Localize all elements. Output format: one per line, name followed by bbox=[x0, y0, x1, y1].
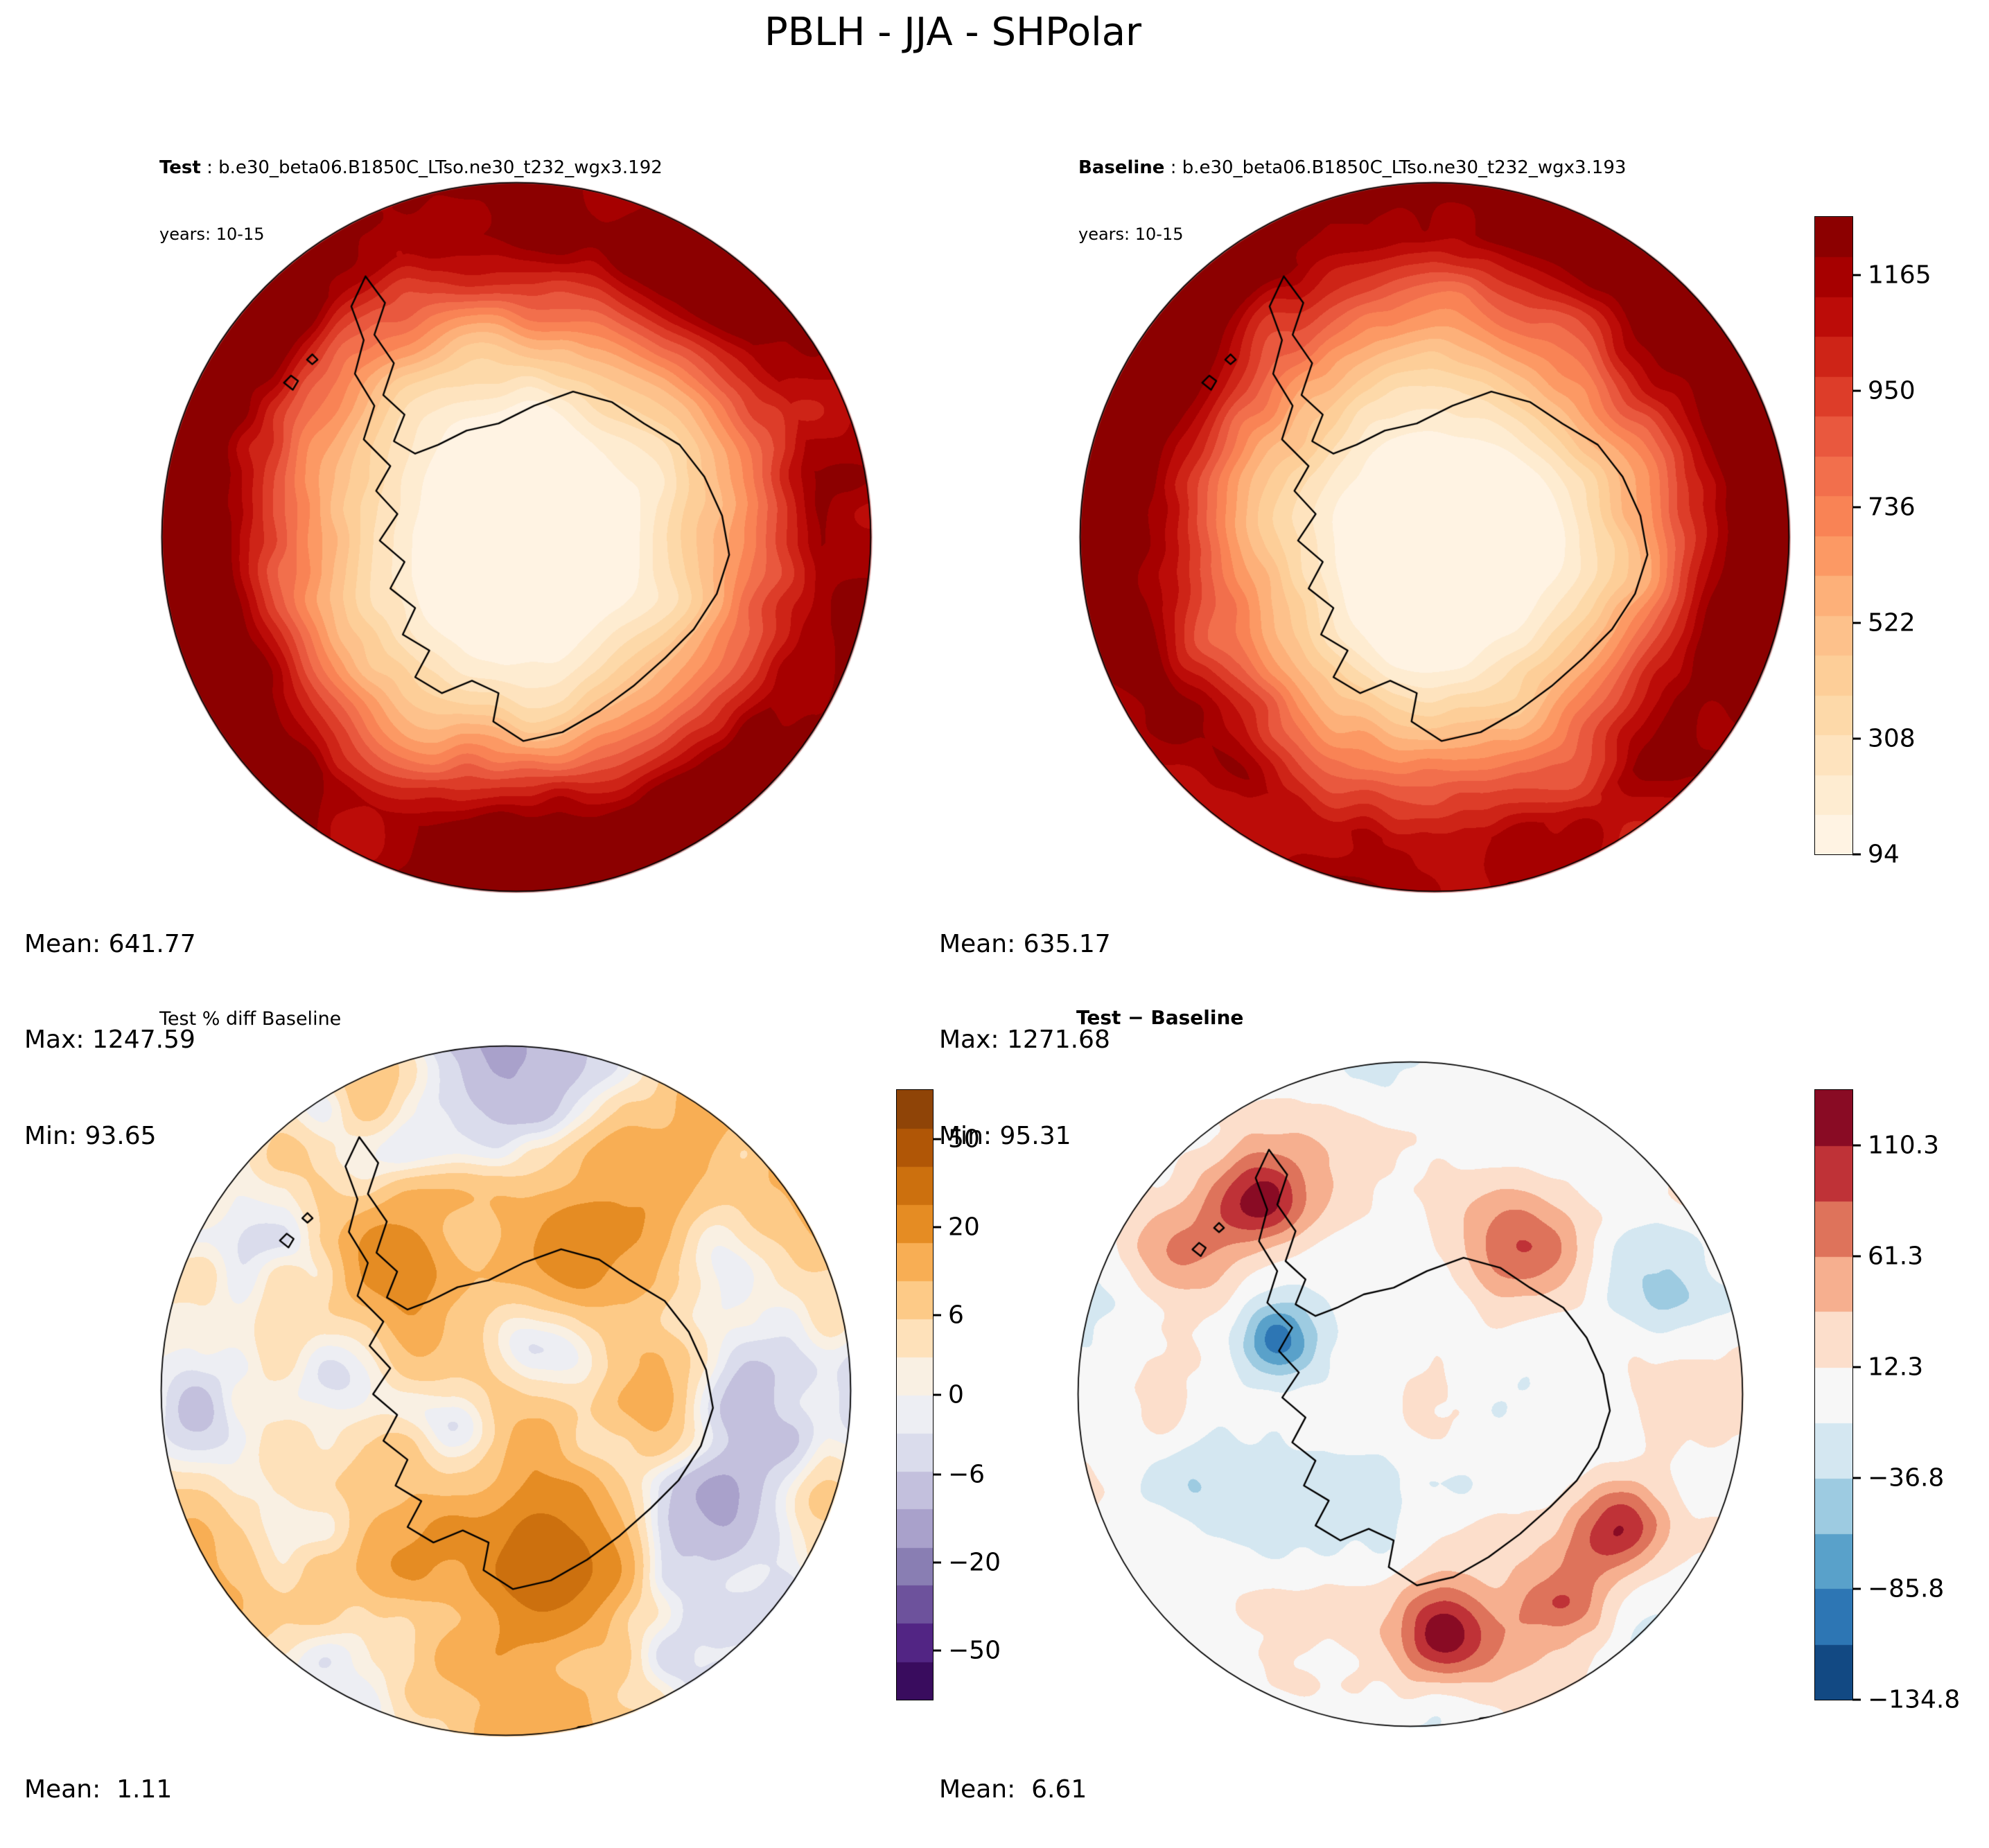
map-pct-diff-canvas bbox=[159, 1044, 852, 1737]
colorbar-tick-label: 12.3 bbox=[1868, 1353, 1924, 1382]
test-run-id: : b.e30_beta06.B1850C_LTso.ne30_t232_wgx… bbox=[200, 157, 663, 178]
colorbar-tick-mark bbox=[1852, 389, 1861, 392]
colorbar-tick: −6 bbox=[933, 1460, 985, 1488]
colorbar-tick-mark bbox=[1852, 1366, 1861, 1369]
stats-baseline: Mean: 635.17 Max: 1271.68 Min: 95.31 bbox=[939, 865, 1111, 1216]
colorbar-tick-label: −6 bbox=[948, 1460, 985, 1489]
baseline-min: Min: 95.31 bbox=[939, 1121, 1071, 1150]
colorbar-tick-label: −50 bbox=[948, 1636, 1001, 1665]
colorbar-tick: 6 bbox=[933, 1301, 964, 1330]
colorbar-tick: 12.3 bbox=[1852, 1353, 1923, 1381]
baseline-mean: Mean: 635.17 bbox=[939, 930, 1111, 959]
colorbar-tick-label: 61.3 bbox=[1868, 1242, 1924, 1271]
baseline-run-label: Baseline : b.e30_beta06.B1850C_LTso.ne30… bbox=[1078, 157, 1627, 179]
baseline-label-bold: Baseline bbox=[1078, 157, 1165, 178]
test-run-label: Test : b.e30_beta06.B1850C_LTso.ne30_t23… bbox=[159, 157, 663, 179]
colorbar-tick-label: 94 bbox=[1868, 840, 1900, 869]
map-baseline-canvas bbox=[1078, 181, 1791, 893]
colorbar-tick-mark bbox=[1852, 1144, 1861, 1147]
colorbar-tick-label: 950 bbox=[1868, 376, 1916, 405]
colorbar-tick-label: 50 bbox=[948, 1125, 980, 1154]
panel-title-diff: Test − Baseline bbox=[1076, 1006, 1244, 1029]
pct-diff-mean: Mean: 1.11 bbox=[24, 1775, 173, 1804]
colorbar-tick: 308 bbox=[1852, 724, 1916, 753]
colorbar-tick-mark bbox=[933, 1473, 941, 1476]
panel-title-pct-diff: Test % diff Baseline bbox=[159, 1008, 342, 1030]
test-min: Min: 93.65 bbox=[24, 1121, 157, 1150]
colorbar-tick-label: 20 bbox=[948, 1213, 980, 1242]
stats-pct-diff: Mean: 1.11 Max: 21.03 Min: -10.78 bbox=[24, 1710, 172, 1848]
colorbar-tick: −85.8 bbox=[1852, 1575, 1944, 1603]
colorbar-tick-mark bbox=[1852, 737, 1861, 740]
colorbar-tick-mark bbox=[1852, 506, 1861, 509]
stats-diff: Mean: 6.61 Max: 117.87 Min: -65.44 bbox=[939, 1710, 1094, 1848]
map-diff-canvas bbox=[1076, 1060, 1744, 1728]
colorbar-tick-label: 522 bbox=[1868, 608, 1916, 637]
colorbar-tick-label: 0 bbox=[948, 1380, 964, 1409]
colorbar-tick-label: −85.8 bbox=[1868, 1574, 1945, 1603]
map-test-canvas bbox=[160, 181, 873, 893]
colorbar-tick: −50 bbox=[933, 1637, 1001, 1665]
colorbar-tick-mark bbox=[933, 1226, 941, 1229]
colorbar-tick: 522 bbox=[1852, 608, 1916, 637]
colorbar-tick-label: 6 bbox=[948, 1301, 964, 1330]
colorbar-pct-diff-canvas bbox=[897, 1090, 933, 1700]
colorbar-tick-label: −36.8 bbox=[1868, 1463, 1945, 1493]
colorbar-tick: 20 bbox=[933, 1213, 980, 1241]
colorbar-tick-mark bbox=[933, 1649, 941, 1652]
colorbar-tick-mark bbox=[1852, 622, 1861, 624]
stats-test: Mean: 641.77 Max: 1247.59 Min: 93.65 bbox=[24, 865, 196, 1216]
colorbar-tick: 110.3 bbox=[1852, 1131, 1939, 1159]
colorbar-tick-label: 736 bbox=[1868, 493, 1916, 522]
colorbar-tick-mark bbox=[933, 1561, 941, 1564]
colorbar-tick: 50 bbox=[933, 1125, 980, 1153]
colorbar-tick-mark bbox=[933, 1393, 941, 1396]
colorbar-tick-mark bbox=[1852, 1698, 1861, 1701]
baseline-max: Max: 1271.68 bbox=[939, 1026, 1110, 1055]
colorbar-tick-mark bbox=[933, 1314, 941, 1317]
colorbar-tick: −134.8 bbox=[1852, 1686, 1960, 1714]
colorbar-tick-mark bbox=[1852, 853, 1861, 856]
baseline-run-id: : b.e30_beta06.B1850C_LTso.ne30_t232_wgx… bbox=[1164, 157, 1627, 178]
colorbar-tick: −20 bbox=[933, 1549, 1001, 1577]
colorbar-tick-mark bbox=[1852, 1587, 1861, 1590]
colorbar-tick-mark bbox=[1852, 274, 1861, 276]
colorbar-tick: 1165 bbox=[1852, 261, 1931, 289]
colorbar-tick-label: −20 bbox=[948, 1548, 1001, 1577]
colorbar-tick-label: −134.8 bbox=[1868, 1685, 1961, 1714]
colorbar-pct-diff: 50 20 6 0 −6 −20 −50 bbox=[896, 1089, 1001, 1700]
colorbar-diff-canvas bbox=[1815, 1090, 1852, 1700]
colorbar-tick: 61.3 bbox=[1852, 1242, 1923, 1270]
colorbar-tick-mark bbox=[933, 1138, 941, 1141]
colorbar-tick: 736 bbox=[1852, 493, 1916, 521]
colorbar-tick: 950 bbox=[1852, 377, 1916, 405]
colorbar-tick-label: 1165 bbox=[1868, 261, 1931, 290]
colorbar-tick-mark bbox=[1852, 1255, 1861, 1258]
colorbar-pblh: 1165 950 736 522 308 94 bbox=[1814, 216, 1931, 869]
test-mean: Mean: 641.77 bbox=[24, 930, 196, 959]
colorbar-diff: 110.3 61.3 12.3 −36.8 −85.8 −134.8 bbox=[1814, 1089, 1960, 1714]
colorbar-tick-label: 110.3 bbox=[1868, 1131, 1940, 1160]
colorbar-tick-mark bbox=[1852, 1477, 1861, 1479]
figure-title: PBLH - JJA - SHPolar bbox=[764, 10, 1142, 55]
test-label-bold: Test bbox=[159, 157, 201, 178]
colorbar-tick-label: 308 bbox=[1868, 724, 1916, 753]
diff-mean: Mean: 6.61 bbox=[939, 1775, 1087, 1804]
colorbar-tick: −36.8 bbox=[1852, 1464, 1944, 1493]
colorbar-pblh-canvas bbox=[1815, 217, 1852, 854]
colorbar-tick: 94 bbox=[1852, 841, 1900, 869]
colorbar-tick: 0 bbox=[933, 1381, 964, 1409]
